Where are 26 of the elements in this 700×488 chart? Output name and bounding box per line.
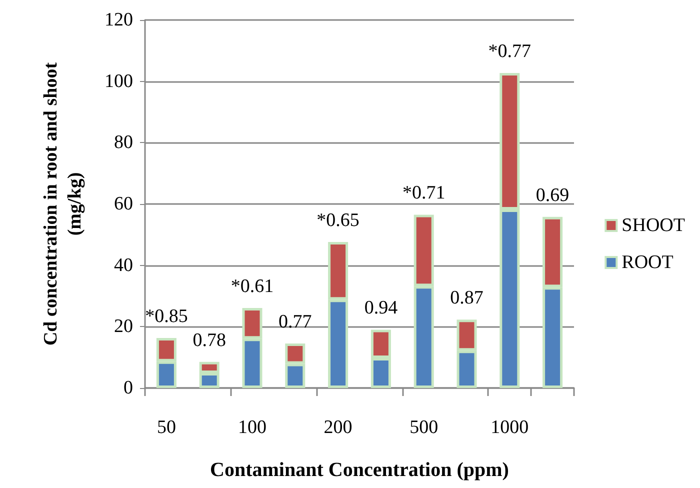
annotation: 0.87: [450, 288, 484, 309]
y-tick-label: 0: [124, 378, 133, 398]
y-tick-label: 60: [114, 194, 133, 214]
x-tick-label: 500: [410, 417, 438, 438]
legend-label: SHOOT: [622, 215, 686, 236]
x-tick-label: 50: [156, 417, 176, 438]
annotation: *0.61: [230, 276, 274, 297]
y-tick-label: 120: [104, 10, 133, 30]
annotation: *0.77: [488, 41, 532, 62]
x-axis-title: Contaminant Concentration (ppm): [210, 459, 509, 481]
legend-label: ROOT: [622, 252, 674, 273]
annotation: 0.69: [536, 184, 570, 206]
x-tick-label: 200: [324, 417, 352, 438]
annotation: 0.94: [364, 298, 398, 319]
annotation: *0.85: [145, 306, 188, 328]
x-tick-label: 100: [238, 417, 266, 438]
y-tick-label: 20: [114, 316, 133, 338]
annotation: *0.65: [316, 210, 360, 232]
y-tick-label: 100: [104, 70, 133, 92]
x-tick-label: 1000: [490, 417, 529, 438]
annotation: 0.78: [192, 330, 226, 351]
y-tick-label: 40: [114, 254, 133, 276]
y-tick-label: 80: [114, 132, 133, 154]
annotation: *0.71: [402, 182, 446, 204]
y-axis-title: Cd concentration in root and shoot (mg/kg): [40, 62, 86, 346]
annotation: 0.77: [278, 312, 312, 333]
